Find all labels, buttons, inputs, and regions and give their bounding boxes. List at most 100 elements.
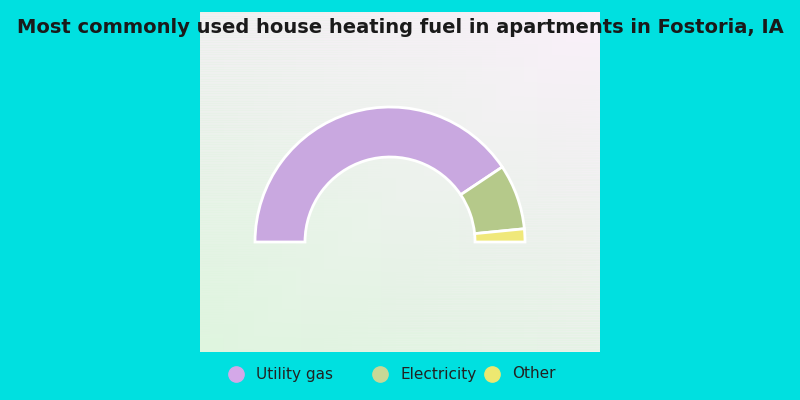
Bar <box>200 180 600 182</box>
Bar <box>200 296 600 298</box>
Bar <box>534 12 536 352</box>
Bar <box>512 12 514 352</box>
Bar <box>200 27 600 29</box>
Bar <box>200 63 600 65</box>
Bar <box>200 150 600 152</box>
Bar <box>200 112 600 114</box>
Bar <box>580 12 582 352</box>
Bar <box>200 246 600 248</box>
Text: Other: Other <box>512 366 555 382</box>
Bar <box>394 12 396 352</box>
Bar <box>200 187 600 189</box>
Bar <box>200 87 600 88</box>
Bar <box>200 138 600 140</box>
Bar <box>200 141 600 143</box>
Bar <box>216 12 218 352</box>
Bar <box>502 12 504 352</box>
Bar <box>332 12 334 352</box>
Bar <box>364 12 366 352</box>
Bar <box>204 12 206 352</box>
Bar <box>200 269 600 270</box>
Bar <box>536 12 538 352</box>
Bar <box>200 152 600 153</box>
Bar <box>200 58 600 60</box>
Bar <box>200 140 600 141</box>
Bar <box>200 116 600 118</box>
Bar <box>452 12 454 352</box>
Bar <box>200 274 600 276</box>
Bar <box>200 298 600 299</box>
Bar <box>424 12 426 352</box>
Bar <box>200 17 600 19</box>
Bar <box>464 12 466 352</box>
Bar <box>200 155 600 156</box>
Bar <box>246 12 248 352</box>
Bar <box>202 12 204 352</box>
Bar <box>458 12 460 352</box>
Bar <box>576 12 578 352</box>
Bar <box>200 121 600 122</box>
Bar <box>288 12 290 352</box>
Bar <box>200 175 600 177</box>
Bar <box>200 255 600 257</box>
Bar <box>356 12 358 352</box>
Bar <box>214 12 216 352</box>
Bar <box>416 12 418 352</box>
Bar <box>296 12 298 352</box>
Bar <box>322 12 324 352</box>
Bar <box>200 84 600 85</box>
Bar <box>200 90 600 92</box>
Bar <box>486 12 488 352</box>
Bar <box>208 12 210 352</box>
Bar <box>504 12 506 352</box>
Bar <box>200 201 600 202</box>
Bar <box>200 186 600 187</box>
Bar <box>498 12 500 352</box>
Bar <box>402 12 404 352</box>
Bar <box>508 12 510 352</box>
Bar <box>206 12 208 352</box>
Bar <box>228 12 230 352</box>
Bar <box>220 12 222 352</box>
Bar <box>200 106 600 107</box>
Bar <box>200 316 600 318</box>
Bar <box>506 12 508 352</box>
Bar <box>236 12 238 352</box>
Bar <box>448 12 450 352</box>
Bar <box>200 242 600 243</box>
Bar <box>200 338 600 340</box>
Bar <box>200 100 600 102</box>
Bar <box>200 122 600 124</box>
Bar <box>248 12 250 352</box>
Bar <box>200 208 600 209</box>
Bar <box>396 12 398 352</box>
Bar <box>200 114 600 116</box>
Bar <box>200 68 600 70</box>
Bar <box>528 12 530 352</box>
Bar <box>200 284 600 286</box>
Bar <box>200 192 600 194</box>
Bar <box>200 272 600 274</box>
Bar <box>370 12 372 352</box>
Bar <box>390 12 392 352</box>
Bar <box>200 51 600 53</box>
Bar <box>226 12 228 352</box>
Bar <box>488 12 490 352</box>
Bar <box>200 276 600 277</box>
Bar <box>280 12 282 352</box>
Bar <box>200 12 202 352</box>
Bar <box>330 12 332 352</box>
Bar <box>200 214 600 216</box>
Bar <box>404 12 406 352</box>
Bar <box>436 12 438 352</box>
Bar <box>256 12 258 352</box>
Bar <box>368 12 370 352</box>
Bar <box>200 167 600 168</box>
Bar <box>578 12 580 352</box>
Bar <box>574 12 576 352</box>
Bar <box>218 12 220 352</box>
Bar <box>200 350 600 352</box>
Bar <box>200 156 600 158</box>
Bar <box>410 12 412 352</box>
Bar <box>200 306 600 308</box>
